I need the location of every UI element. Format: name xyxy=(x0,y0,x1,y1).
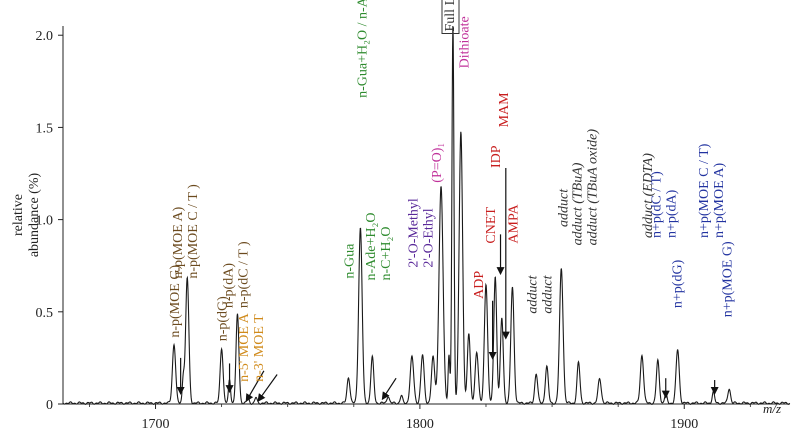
peak-annotation: n-p(MOE G) xyxy=(168,265,183,338)
peak-annotation-line: n+p(dA) xyxy=(665,189,680,238)
peak-annotation-line: adduct (TBuA) xyxy=(570,162,585,245)
peak-annotation: adduct xyxy=(557,188,572,227)
y-axis-label-line: abundance (%) xyxy=(27,172,42,257)
peak-annotation-line: Dithioate xyxy=(458,16,473,68)
y-tick-label: 1.0 xyxy=(36,214,54,229)
peak-annotation: n+p(dG) xyxy=(670,259,685,308)
peak-annotation-line: n-3' MOE T xyxy=(252,314,267,382)
peak-annotation-line: 2'-O-Ethyl xyxy=(421,208,436,267)
peak-annotation-line: (P=O)₁ xyxy=(430,143,445,183)
x-axis-label: m/z xyxy=(763,401,781,416)
y-axis-label-line: relative xyxy=(11,194,26,236)
y-tick-label: 1.5 xyxy=(36,121,54,136)
peak-annotation: adduct (EDTA) xyxy=(641,153,656,238)
peak-annotation: n+p(MOE G) xyxy=(721,241,736,317)
peak-annotation-line: n-C+H₂O xyxy=(379,227,394,281)
y-axis-label: relativeabundance (%) xyxy=(11,172,42,257)
peak-annotation: MAM xyxy=(497,92,512,128)
peak-annotation-line: n-p(dG) xyxy=(216,296,231,341)
peak-annotation-line: Full Length xyxy=(443,0,458,32)
peak-annotation-line: AMPA xyxy=(506,204,521,244)
peak-annotation-line: n-p(MOE A) xyxy=(171,206,186,278)
peak-annotation-line: MAM xyxy=(497,92,512,128)
peak-annotation: ADP xyxy=(472,271,487,299)
peak-annotation-line: n-p(dA) xyxy=(221,263,236,308)
peak-annotation: IDP xyxy=(489,145,504,168)
peak-annotation: Full Length xyxy=(443,0,458,32)
peak-annotation: n-p(dG) xyxy=(216,296,231,341)
peak-annotation-line: adduct (TBuA oxide) xyxy=(585,129,600,246)
peak-annotation-line: ADP xyxy=(472,271,487,299)
peak-annotation: n-Ade+H₂On-C+H₂O xyxy=(364,213,394,281)
peak-annotation-line: n-p(dC / T ) xyxy=(236,241,251,308)
annotation-arrow xyxy=(245,370,265,403)
x-tick-label: 1800 xyxy=(406,417,434,432)
peak-annotation-line: n-Ade+H₂O xyxy=(364,213,379,281)
annotation-arrow xyxy=(257,374,278,402)
peak-annotation: (P=O)₁ xyxy=(430,143,445,183)
peak-annotation: AMPA xyxy=(506,204,521,244)
annotation-arrow xyxy=(381,377,397,401)
peak-annotations: n-p(MOE G)n-p(MOE A)n-p(MOE C / T ) n-p(d… xyxy=(168,0,736,382)
peak-annotation-line: 2'-O-Methyl xyxy=(406,198,421,268)
peak-annotation: n-Gua+H₂O / n-Ade xyxy=(356,0,371,98)
y-tick-label: 0 xyxy=(46,398,53,413)
peak-annotation-line: adduct (EDTA) xyxy=(641,153,656,238)
peak-annotation-line: n+p(MOE C / T) xyxy=(697,143,712,238)
y-tick-label: 0.5 xyxy=(36,306,54,321)
peak-annotation-line: adduct xyxy=(525,274,540,313)
peak-annotation: CNET xyxy=(484,207,499,244)
peak-annotation: n+p(MOE C / T)n+p(MOE A) xyxy=(697,143,727,238)
axis-ticks: 1700 1800 1900 0 0.5 1.0 1.5 2.0 xyxy=(36,29,751,432)
peak-annotation-line: adduct xyxy=(540,274,555,313)
peak-annotation: n+p(dC / T)n+p(dA) xyxy=(650,171,680,238)
peak-annotation: n-5' MOE An-3' MOE T xyxy=(237,312,267,382)
peak-annotation-line: n-Gua xyxy=(343,243,358,279)
spectrum-trace xyxy=(62,25,791,405)
peak-annotation-line: n+p(MOE A) xyxy=(712,162,727,238)
peak-annotation: n-p(dA)n-p(dC / T ) xyxy=(221,241,251,308)
peak-annotation: adductadduct xyxy=(525,274,555,313)
annotation-arrows xyxy=(176,167,719,403)
x-tick-label: 1900 xyxy=(670,417,698,432)
peak-annotation-line: n-p(MOE C / T ) xyxy=(186,184,201,279)
peak-annotation-line: CNET xyxy=(484,207,499,244)
peak-annotation: Dithioate xyxy=(458,16,473,68)
peak-annotation: n-Gua xyxy=(343,243,358,279)
peak-annotation-line: n+p(MOE G) xyxy=(721,241,736,317)
peak-annotation-line: IDP xyxy=(489,145,504,168)
peak-annotation: adduct (TBuA)adduct (TBuA oxide) xyxy=(570,129,600,246)
peak-annotation-line: n-p(MOE G) xyxy=(168,265,183,338)
peak-annotation-line: n-Gua+H₂O / n-Ade xyxy=(356,0,371,98)
peak-annotation: n-p(MOE A)n-p(MOE C / T ) xyxy=(171,184,201,279)
y-tick-label: 2.0 xyxy=(36,29,54,44)
peak-annotation-line: n+p(dG) xyxy=(670,259,685,308)
full-length-box xyxy=(441,0,460,34)
peak-annotation: 2'-O-Methyl2'-O-Ethyl xyxy=(406,198,436,268)
peak-annotation-line: n-5' MOE A xyxy=(237,312,252,382)
x-tick-label: 1700 xyxy=(142,417,170,432)
peak-annotation-line: adduct xyxy=(557,188,572,227)
peak-annotation-line: n+p(dC / T) xyxy=(650,171,665,238)
